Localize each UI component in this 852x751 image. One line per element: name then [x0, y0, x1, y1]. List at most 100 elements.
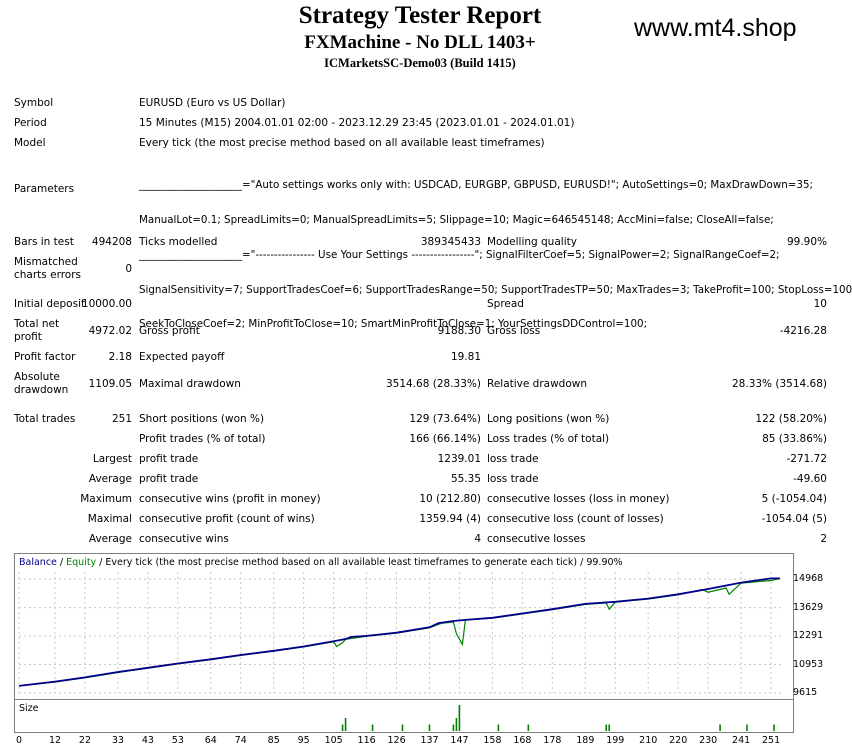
size-bar: [527, 724, 530, 731]
parameters-line: SignalSensitivity=7; SupportTradesCoef=6…: [139, 283, 852, 296]
model-value: Every tick (the most precise method base…: [139, 137, 545, 149]
grossprofit-value: 9188.30: [437, 325, 481, 337]
max-wins-label: consecutive wins (profit in money): [139, 493, 321, 505]
size-bar: [458, 705, 461, 731]
mismatch-value: 0: [125, 263, 132, 275]
x-tick-label: 116: [357, 735, 376, 746]
expert-name: FXMachine - No DLL 1403+: [304, 32, 536, 53]
average-loss-value: -49.60: [793, 473, 827, 485]
trades-label: Total trades: [14, 413, 76, 425]
x-tick-label: 105: [324, 735, 343, 746]
x-tick-label: 210: [639, 735, 658, 746]
mismatch-label: Mismatched: [14, 256, 78, 268]
max-wins-value: 10 (212.80): [419, 493, 481, 505]
deposit-value: 10000.00: [81, 298, 132, 310]
netprofit-label-2: profit: [14, 331, 42, 343]
grossloss-label: Gross loss: [487, 325, 541, 337]
x-tick-label: 74: [234, 735, 247, 746]
largest-profit-value: 1239.01: [437, 453, 481, 465]
avg-losses-value: 2: [820, 533, 827, 545]
size-bar: [371, 724, 374, 731]
size-bar: [497, 724, 500, 731]
bars-label: Bars in test: [14, 236, 74, 248]
server-build: ICMarketsSC-Demo03 (Build 1415): [324, 56, 516, 70]
x-tick-label: 95: [297, 735, 310, 746]
chart-legend: Balance / Equity / Every tick (the most …: [19, 557, 623, 568]
max-losses-label: consecutive losses (loss in money): [487, 493, 670, 505]
size-bar: [746, 724, 748, 731]
maxdd-value: 3514.68 (28.33%): [386, 378, 481, 390]
absdd-label: Absolute: [14, 371, 60, 383]
average-profit-value: 55.35: [450, 473, 481, 485]
average-label: Average: [88, 473, 132, 485]
site-watermark: www.mt4.shop: [634, 14, 797, 42]
x-tick-label: 241: [732, 735, 751, 746]
x-tick-label: 22: [78, 735, 91, 746]
long-value: 122 (58.20%): [755, 413, 827, 425]
quality-value: 99.90%: [786, 236, 827, 248]
period-value: 15 Minutes (M15) 2004.01.01 02:00 - 2023…: [139, 117, 575, 129]
legend-equity: Equity: [66, 557, 97, 568]
x-tick-label: 158: [483, 735, 502, 746]
short-label: Short positions (won %): [139, 413, 265, 425]
netprofit-label: Total net: [14, 318, 60, 330]
spread-label: Spread: [487, 298, 524, 310]
largest-loss-label: loss trade: [487, 453, 539, 465]
grossprofit-label: Gross profit: [139, 325, 200, 337]
payoff-value: 19.81: [450, 351, 481, 363]
size-chart-svg: [341, 705, 775, 731]
largest-label: Largest: [92, 453, 132, 465]
report-title: Strategy Tester Report: [298, 2, 542, 29]
x-tick-label: 189: [576, 735, 595, 746]
maximal-label: Maximal: [87, 513, 132, 525]
avg-losses-label: consecutive losses: [487, 533, 586, 545]
x-tick-label: 220: [669, 735, 688, 746]
maximal-loss-label: consecutive loss (count of losses): [487, 513, 664, 525]
largest-loss-value: -271.72: [786, 453, 827, 465]
profitfactor-label: Profit factor: [14, 351, 76, 363]
losstrades-value: 85 (33.86%): [762, 433, 827, 445]
avg-wins-label: consecutive wins: [139, 533, 229, 545]
model-label: Model: [14, 137, 46, 149]
spread-value: 10: [813, 298, 827, 310]
maxdd-label: Maximal drawdown: [139, 378, 241, 390]
y-tick-label: 14968: [793, 573, 824, 585]
bars-value: 494208: [91, 236, 132, 248]
legend-separator: /: [56, 557, 67, 568]
y-tick-label: 13629: [793, 601, 824, 613]
maximal-loss-value: -1054.04 (5): [761, 513, 827, 525]
max-losses-value: 5 (-1054.04): [761, 493, 827, 505]
profitfactor-value: 2.18: [108, 351, 132, 363]
y-tick-label: 12291: [793, 630, 824, 642]
x-tick-label: 147: [450, 735, 469, 746]
quality-label: Modelling quality: [487, 236, 577, 248]
maximal-profit-label: consecutive profit (count of wins): [139, 513, 315, 525]
deposit-label: Initial deposit: [14, 298, 86, 310]
maximal-profit-value: 1359.94 (4): [419, 513, 481, 525]
reldd-label: Relative drawdown: [487, 378, 588, 390]
y-tick-label: 10953: [793, 658, 824, 670]
size-chart: Size: [14, 699, 794, 733]
legend-description: / Every tick (the most precise method ba…: [96, 557, 623, 568]
profittrades-value: 166 (66.14%): [409, 433, 481, 445]
losstrades-label: Loss trades (% of total): [487, 433, 610, 445]
legend-balance: Balance: [19, 557, 57, 568]
short-value: 129 (73.64%): [409, 413, 481, 425]
size-bar: [608, 724, 611, 731]
size-bar: [455, 718, 458, 731]
maximum-label: Maximum: [80, 493, 132, 505]
average-profit-label: profit trade: [139, 473, 199, 485]
trades-value: 251: [111, 413, 132, 425]
payoff-label: Expected payoff: [139, 351, 225, 363]
y-tick-label: 9615: [793, 687, 818, 698]
size-bar: [605, 724, 608, 731]
balance-chart-svg: [18, 572, 783, 694]
long-label: Long positions (won %): [487, 413, 610, 425]
x-tick-label: 199: [606, 735, 625, 746]
parameters-line: ____________________="Auto settings work…: [139, 179, 813, 192]
parameters-value: ____________________="Auto settings work…: [139, 157, 852, 343]
x-tick-label: 178: [543, 735, 562, 746]
x-tick-label: 43: [141, 735, 154, 746]
size-bar: [344, 718, 347, 731]
parameters-line: ____________________="---------------- U…: [139, 248, 780, 261]
